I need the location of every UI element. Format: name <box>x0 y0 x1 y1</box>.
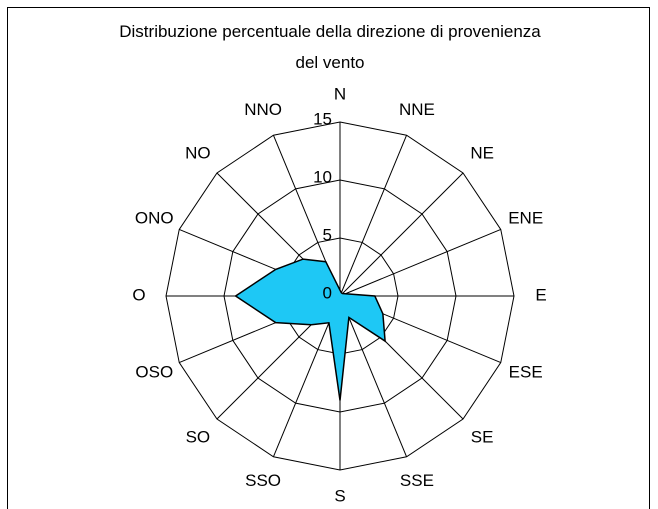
category-label: NNE <box>399 100 435 119</box>
category-label: ONO <box>135 209 174 228</box>
spoke <box>339 135 408 297</box>
spoke <box>339 172 464 297</box>
r-tick-label: 10 <box>313 167 332 186</box>
category-label: SE <box>471 428 494 447</box>
spoke <box>339 295 408 457</box>
category-label: N <box>334 84 346 103</box>
category-label: ENE <box>508 209 543 228</box>
spoke <box>339 228 501 297</box>
category-label: SO <box>186 428 211 447</box>
category-label: E <box>535 285 546 304</box>
series-area <box>234 258 386 401</box>
r-tick-label: 0 <box>323 283 332 302</box>
r-tick-label: 5 <box>323 225 332 244</box>
category-label: NE <box>470 143 494 162</box>
category-label: NNO <box>244 100 282 119</box>
category-label: S <box>334 486 345 505</box>
chart-frame <box>7 7 650 509</box>
r-tick-label: 15 <box>313 109 332 128</box>
category-label: NO <box>185 143 211 162</box>
category-label: SSE <box>400 471 434 490</box>
category-label: ESE <box>509 362 543 381</box>
category-label: SSO <box>245 471 281 490</box>
chart-title: Distribuzione percentuale della direzion… <box>119 22 541 72</box>
category-label: OSO <box>135 362 173 381</box>
category-label: O <box>132 285 145 304</box>
